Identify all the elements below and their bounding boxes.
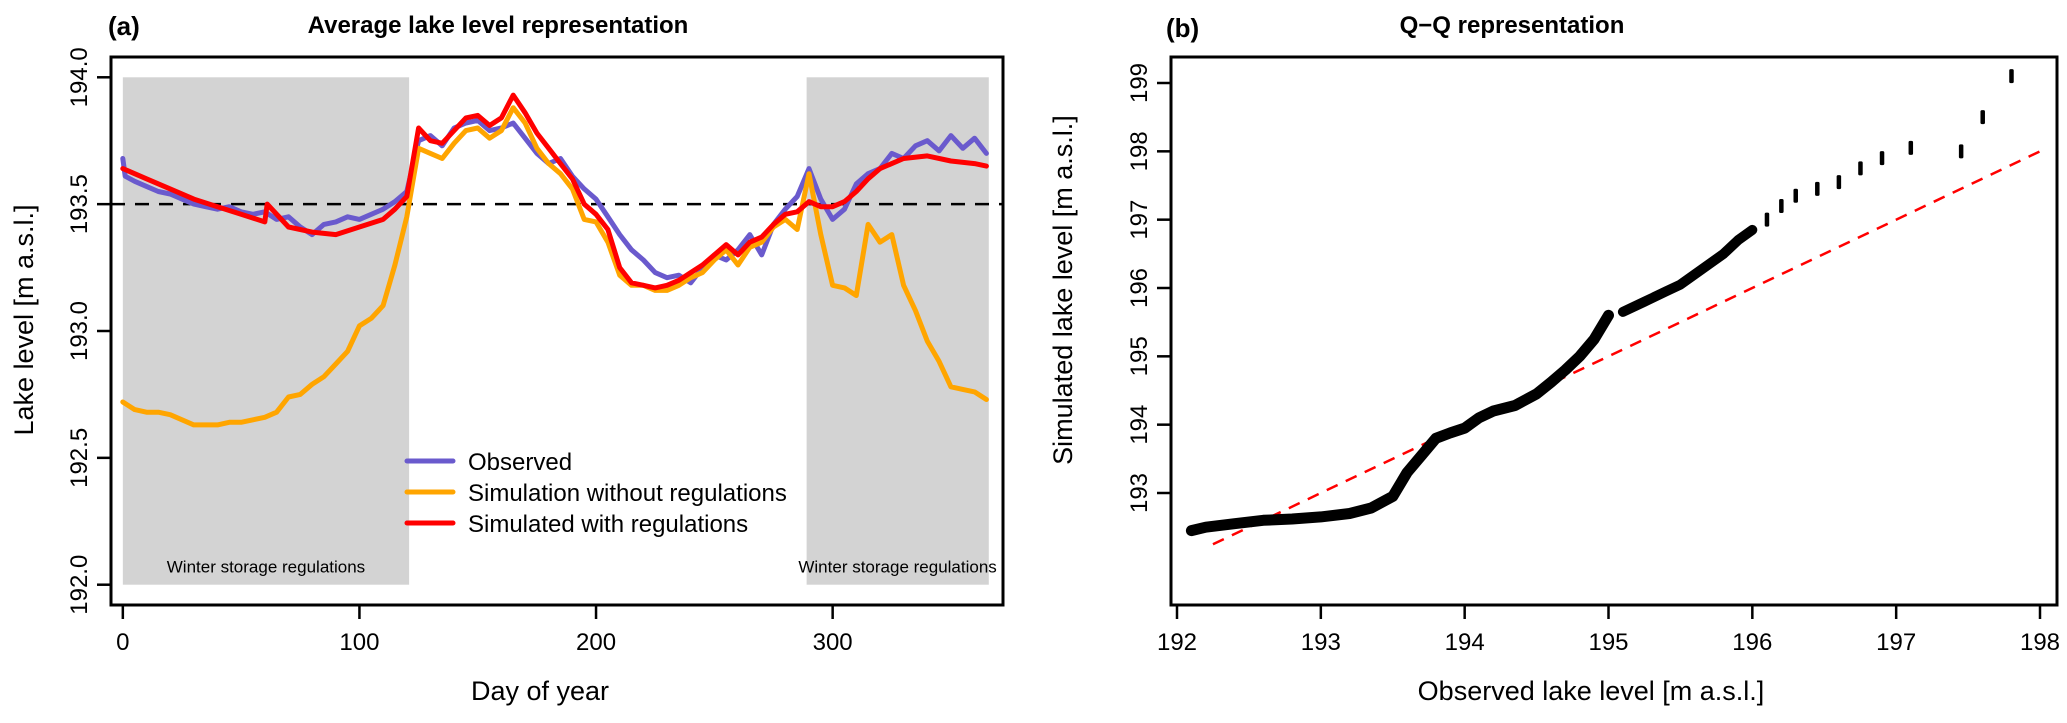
panel-a: Winter storage regulations Winter storage… [9, 11, 1005, 706]
x-tick-label: 200 [576, 629, 616, 656]
x-tick-label: 197 [1876, 629, 1916, 656]
qq-point [1879, 151, 1885, 166]
x-tick-label: 0 [116, 629, 129, 656]
x-axis-label: Observed lake level [m a.s.l.] [1418, 676, 1765, 706]
qq-point [1980, 110, 1985, 125]
y-axis: 192.0 192.5 193.0 193.5 194.0 [66, 47, 111, 615]
series-line-simulation-without-regulations [120, 105, 989, 428]
y-tick-label: 199 [1126, 63, 1153, 103]
region-label: Winter storage regulations [798, 558, 996, 577]
x-tick-label: 198 [2020, 629, 2060, 656]
qq-points [1185, 69, 2014, 537]
shaded-regions: Winter storage regulations Winter storage… [122, 77, 997, 585]
y-tick-label: 194 [1126, 405, 1153, 445]
x-tick-label: 100 [339, 629, 379, 656]
one-to-one-reference-line [1212, 146, 2048, 546]
chart-title: Average lake level representation [308, 12, 689, 39]
legend: Observed Simulation without regulations Si… [404, 449, 787, 538]
y-axis-label: Simulated lake level [m a.s.l.] [1048, 115, 1078, 465]
y-tick-label: 194.0 [66, 47, 93, 107]
y-tick-label: 193.5 [66, 174, 93, 234]
x-tick-label: 300 [813, 629, 853, 656]
panel-label: (a) [108, 11, 140, 41]
shaded-region-winter-storage [122, 77, 410, 585]
y-tick-label: 196 [1126, 268, 1153, 308]
x-tick-label: 195 [1588, 629, 1628, 656]
qq-point [1779, 199, 1784, 213]
qq-point [1858, 161, 1863, 176]
panel-label: (b) [1166, 13, 1199, 43]
legend-label: Observed [468, 449, 572, 476]
qq-points-dense [1617, 224, 1758, 317]
y-axis: 193 194 195 196 197 198 199 [1126, 63, 1171, 513]
qq-point [1836, 175, 1842, 190]
x-axis: 0 100 200 300 [116, 604, 853, 656]
qq-point [1815, 181, 1820, 196]
region-label: Winter storage regulations [167, 558, 365, 577]
y-tick-label: 192.5 [66, 428, 93, 488]
legend-label: Simulation without regulations [468, 480, 787, 507]
qq-point [1793, 188, 1798, 203]
panel-b: 192 193 194 195 196 197 198 193 194 195 196 197 198… [1048, 12, 2060, 706]
series-lines [120, 92, 989, 428]
y-tick-label: 193.0 [66, 301, 93, 361]
y-axis-label: Lake level [m a.s.l.] [9, 204, 39, 435]
y-tick-label: 198 [1126, 131, 1153, 171]
qq-points-dense [1185, 309, 1614, 537]
reference-line [1212, 146, 2048, 546]
y-tick-label: 192.0 [66, 555, 93, 615]
x-tick-label: 194 [1445, 629, 1485, 656]
qq-point [1958, 144, 1964, 159]
qq-point [2009, 69, 2014, 84]
y-tick-label: 195 [1126, 336, 1153, 376]
legend-label: Simulated with regulations [468, 511, 748, 538]
y-tick-label: 193 [1126, 473, 1153, 513]
qq-point [1764, 212, 1770, 227]
qq-point [1908, 140, 1914, 155]
x-axis: 192 193 194 195 196 197 198 [1157, 604, 2060, 656]
x-axis-label: Day of year [471, 676, 609, 706]
x-tick-label: 192 [1157, 629, 1197, 656]
x-tick-label: 196 [1732, 629, 1772, 656]
y-tick-label: 197 [1126, 200, 1153, 240]
series-line-simulated-with-regulations [120, 92, 989, 291]
chart-title: Q−Q representation [1400, 12, 1625, 39]
x-tick-label: 193 [1301, 629, 1341, 656]
